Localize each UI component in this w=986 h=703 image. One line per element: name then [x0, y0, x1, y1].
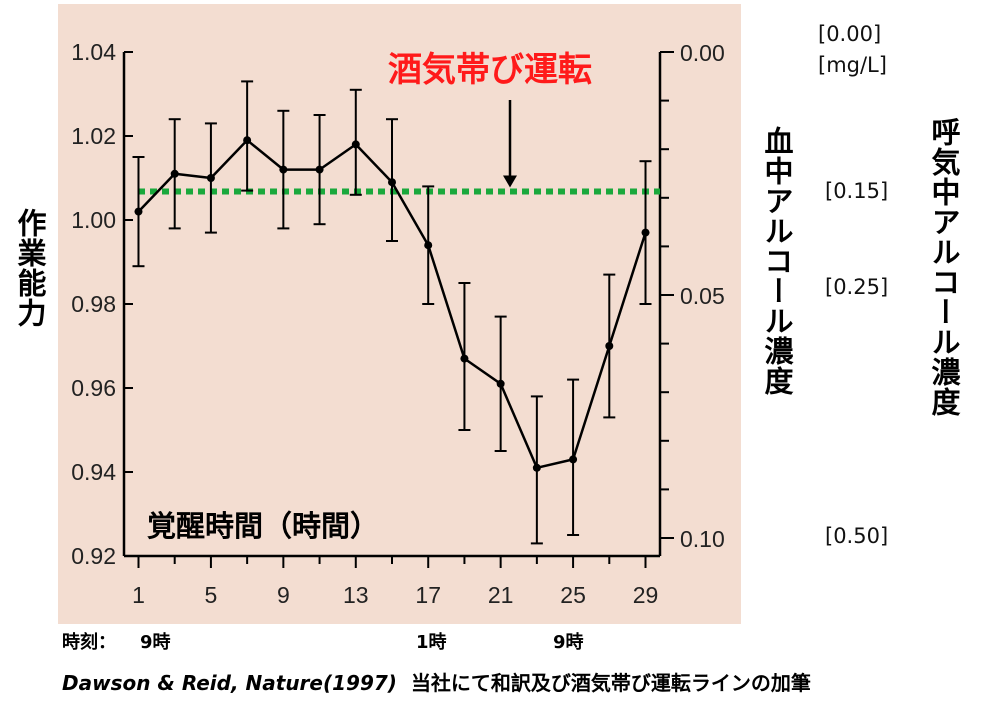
y3-tick-0: [0.00] [818, 22, 882, 46]
data-point-4 [279, 165, 288, 174]
axes: 0.92 0.94 0.96 0.98 1.00 1.02 1.04 1 5 9 13 17 21 25 2… [71, 39, 725, 608]
x-tick-label-4: 17 [415, 582, 441, 608]
data-point-7 [388, 178, 396, 187]
source-text: 当社にて和訳及び酒気帯び運転ラインの加筆 [410, 671, 811, 695]
source-citation: Dawson & Reid, Nature(1997) [62, 671, 397, 695]
data-point-0 [134, 207, 143, 216]
y-axis-label: 作業能力 [13, 208, 47, 328]
data-point-9 [460, 354, 469, 363]
plot-background [58, 4, 741, 624]
data-point-10 [496, 379, 505, 388]
time-label-2: 1時 [416, 632, 447, 653]
y-tick-label-2: 0.96 [71, 375, 116, 401]
data-point-2 [206, 174, 215, 182]
y2-tick-label-0: 0.00 [680, 40, 725, 66]
y3-axis-label: 呼気中アルコール濃度 [927, 117, 961, 417]
time-prefix: 時刻： [62, 632, 116, 653]
x-tick-label-7: 29 [633, 582, 659, 608]
time-label-3: 9時 [553, 632, 584, 653]
y-tick-label-4: 1.00 [71, 207, 116, 233]
data-point-5 [315, 165, 324, 174]
y2-tick-label-2: 0.10 [680, 526, 725, 552]
data-point-1 [170, 169, 179, 178]
y2-tick-label-1: 0.05 [680, 283, 725, 309]
y-tick-label-5: 1.02 [71, 123, 116, 149]
x-tick-label-0: 1 [132, 582, 145, 608]
x-tick-label-3: 13 [343, 582, 369, 608]
y-tick-label-0: 0.92 [71, 543, 116, 569]
data-point-8 [424, 241, 433, 250]
y-tick-label-1: 0.94 [71, 459, 116, 485]
data-point-11 [532, 463, 541, 472]
data-point-3 [243, 136, 252, 145]
data-point-12 [569, 455, 578, 464]
x-tick-label-2: 9 [277, 582, 290, 608]
y3-tick-2: [0.25] [825, 275, 889, 299]
time-row: 時刻： [62, 628, 116, 654]
y-tick-label-6: 1.04 [71, 39, 116, 65]
reference-arrow-head [503, 175, 517, 188]
y-tick-label-3: 0.98 [71, 291, 116, 317]
series [132, 80, 652, 545]
reference-line-label: 酒気帯び運転 [388, 50, 592, 90]
y2-axis-label: 血中アルコール濃度 [760, 126, 794, 396]
y3-tick-3: [0.50] [825, 524, 889, 548]
y3-tick-1: [0.15] [825, 179, 889, 203]
x-tick-label-5: 21 [488, 582, 514, 608]
source-note: Dawson & Reid, Nature(1997) 当社にて和訳及び酒気帯び運… [62, 667, 811, 696]
reference-line-group [138, 100, 660, 195]
x-axis-label: 覚醒時間（時間） [147, 509, 380, 543]
data-point-6 [351, 140, 360, 149]
x-tick-label-1: 5 [205, 582, 218, 608]
data-point-14 [641, 228, 650, 237]
y3-unit: [mg/L] [818, 53, 887, 77]
time-label-1: 9時 [140, 632, 171, 653]
data-point-13 [605, 342, 614, 350]
x-tick-label-6: 25 [560, 582, 586, 608]
